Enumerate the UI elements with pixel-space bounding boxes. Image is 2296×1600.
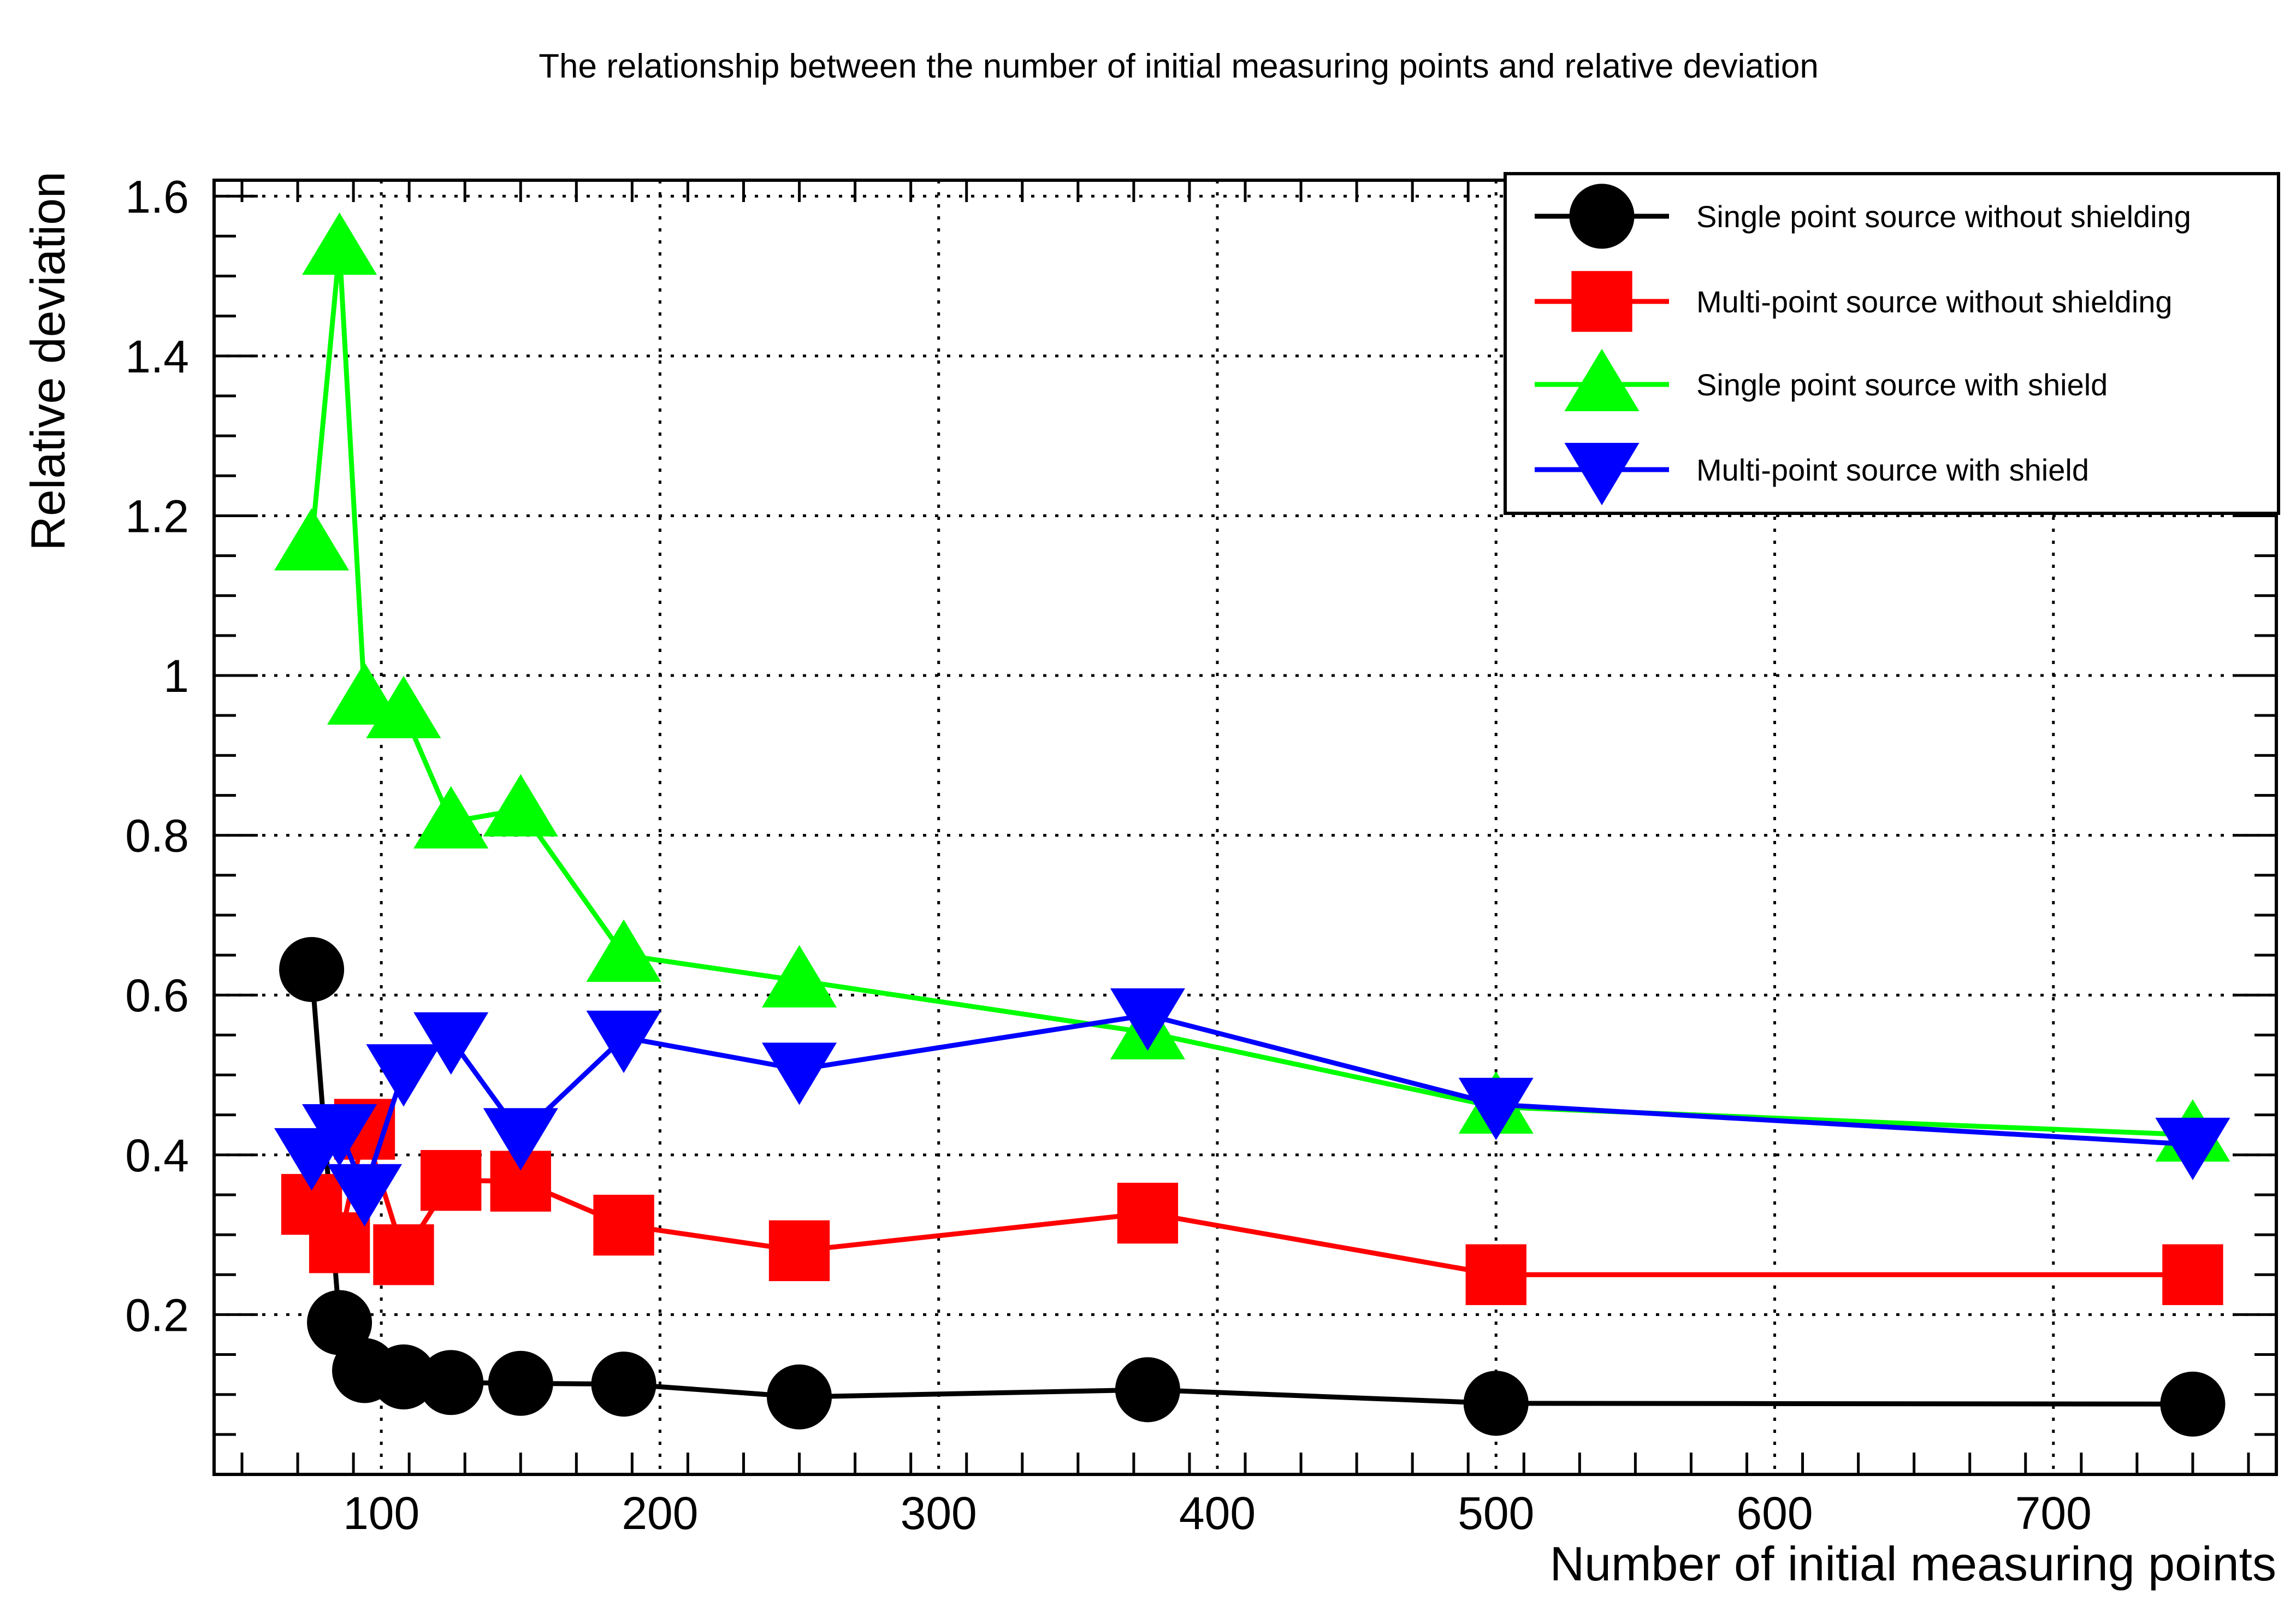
legend-marker-multi-point-shield: [1564, 443, 1640, 506]
legend-label-single-point-shield: Single point source with shield: [1696, 368, 2108, 402]
x-tick-label-700: 700: [2015, 1488, 2092, 1539]
data-point-multi-point-shield-7: [762, 1042, 837, 1105]
data-point-multi-point-shield-9: [1458, 1077, 1534, 1140]
series-line-single-point-no-shield: [309, 969, 2193, 1407]
series-line-multi-point-shield: [310, 1012, 2193, 1194]
data-point-multi-point-shield-10: [2155, 1117, 2230, 1181]
y-axis-label: Relative deviation: [21, 171, 75, 551]
data-point-single-point-no-shield-8: [1115, 1357, 1180, 1423]
data-point-multi-point-shield-4: [413, 1012, 489, 1075]
data-point-multi-point-shield-3: [366, 1044, 441, 1107]
data-point-multi-point-no-shield-8: [1117, 1182, 1179, 1244]
data-point-single-point-no-shield-3: [371, 1344, 436, 1410]
data-point-multi-point-no-shield-9: [1465, 1244, 1526, 1305]
y-tick-label-1: 1: [163, 650, 189, 702]
data-point-multi-point-no-shield-6: [593, 1194, 654, 1256]
data-point-single-point-no-shield-0: [279, 937, 345, 1002]
x-tick-label-600: 600: [1736, 1488, 1813, 1539]
data-point-single-point-shield-3: [366, 675, 441, 738]
legend-label-multi-point-no-shield: Multi-point source without shielding: [1696, 285, 2173, 319]
legend-marker-multi-point-no-shield: [1571, 271, 1632, 332]
y-tick-label-1.6: 1.6: [125, 171, 189, 222]
data-point-single-point-no-shield-9: [1463, 1371, 1529, 1436]
y-tick-label-0.8: 0.8: [125, 810, 189, 862]
legend-marker-single-point-no-shield: [1569, 183, 1635, 249]
data-point-single-point-no-shield-5: [488, 1350, 553, 1416]
data-point-single-point-shield-1: [302, 212, 377, 275]
legend-label-single-point-no-shield: Single point source without shielding: [1696, 199, 2191, 234]
y-tick-label-0.2: 0.2: [125, 1289, 189, 1341]
x-tick-label-500: 500: [1458, 1488, 1534, 1539]
data-point-multi-point-shield-6: [586, 1010, 661, 1074]
legend: Single point source without shielding Mul…: [1504, 172, 2280, 515]
data-point-multi-point-shield-2: [327, 1164, 403, 1226]
series-single-point-no-shield: [279, 937, 2226, 1437]
data-point-single-point-no-shield-7: [767, 1364, 832, 1430]
data-point-multi-point-no-shield-3: [373, 1224, 434, 1285]
x-tick-label-300: 300: [901, 1488, 977, 1539]
x-tick-label-200: 200: [622, 1488, 698, 1539]
y-tick-label-1.2: 1.2: [125, 490, 189, 542]
data-point-multi-point-no-shield-10: [2162, 1244, 2223, 1305]
data-point-single-point-shield-0: [274, 508, 350, 571]
data-point-single-point-no-shield-4: [418, 1350, 484, 1415]
data-point-multi-point-no-shield-1: [309, 1212, 370, 1273]
data-point-multi-point-no-shield-4: [421, 1149, 482, 1211]
legend-marker-single-point-shield: [1564, 348, 1640, 411]
series-layer: [274, 212, 2230, 1437]
data-point-multi-point-shield-1: [302, 1104, 377, 1167]
series-multi-point-shield: [274, 988, 2230, 1226]
data-point-single-point-shield-2: [327, 662, 403, 725]
x-tick-label-100: 100: [343, 1488, 419, 1539]
data-point-multi-point-shield-8: [1110, 988, 1185, 1051]
y-tick-label-0.4: 0.4: [125, 1130, 189, 1181]
y-tick-label-0.6: 0.6: [125, 970, 189, 1021]
data-point-single-point-no-shield-6: [591, 1352, 656, 1417]
x-axis-label: Number of initial measuring points: [1550, 1537, 2276, 1591]
data-point-single-point-shield-7: [762, 945, 837, 1008]
legend-label-multi-point-shield: Multi-point source with shield: [1696, 453, 2089, 487]
legend-box: [1504, 172, 2280, 515]
chart-title: The relationship between the number of i…: [539, 48, 1819, 85]
data-point-single-point-no-shield-1: [307, 1290, 372, 1355]
data-point-multi-point-shield-5: [483, 1108, 558, 1171]
data-point-single-point-no-shield-10: [2160, 1371, 2226, 1437]
data-point-single-point-shield-6: [586, 919, 661, 982]
y-tick-label-1.4: 1.4: [125, 331, 189, 382]
data-point-multi-point-no-shield-7: [768, 1220, 830, 1282]
data-point-single-point-shield-4: [413, 786, 489, 849]
x-tick-label-400: 400: [1179, 1488, 1256, 1539]
data-point-single-point-shield-5: [483, 774, 558, 837]
